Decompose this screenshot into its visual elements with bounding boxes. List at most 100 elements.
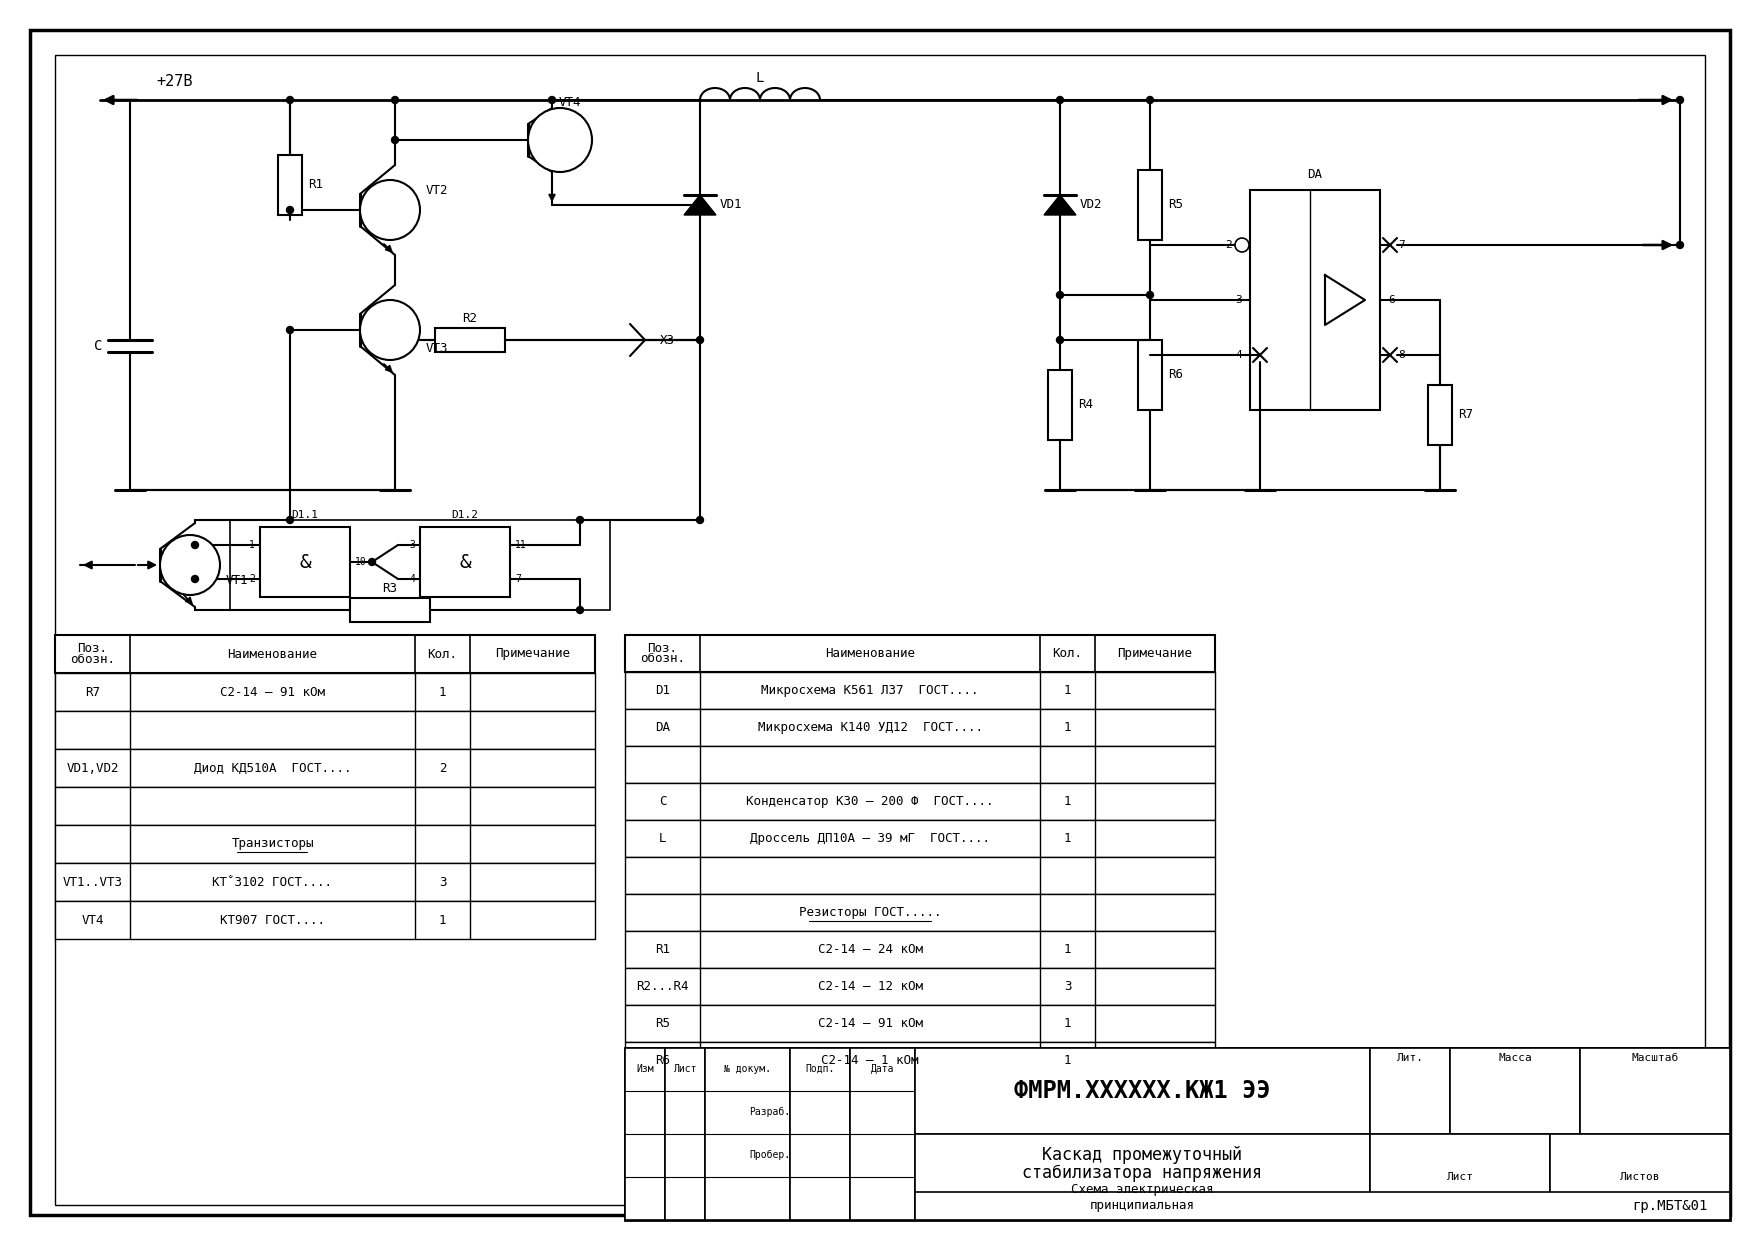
Bar — [435, 329, 505, 352]
Text: обозн.: обозн. — [70, 653, 116, 666]
Text: Дата: Дата — [870, 1064, 895, 1074]
Circle shape — [696, 336, 703, 343]
Text: Лист: Лист — [674, 1064, 696, 1074]
Bar — [624, 1048, 665, 1220]
Text: Поз.: Поз. — [77, 642, 107, 655]
Text: 1: 1 — [1063, 832, 1072, 844]
Text: обозн.: обозн. — [640, 652, 686, 666]
Text: 1: 1 — [1063, 720, 1072, 734]
Bar — [1551, 1135, 1729, 1220]
Text: Масштаб: Масштаб — [1631, 1053, 1679, 1063]
Text: C: C — [660, 795, 667, 808]
Bar — [54, 825, 595, 863]
Text: Каскад промежуточный: Каскад промежуточный — [1042, 1146, 1242, 1164]
Bar — [624, 968, 1216, 1004]
Text: 10: 10 — [354, 557, 367, 567]
Text: C2-14 – 91 кОм: C2-14 – 91 кОм — [219, 686, 324, 698]
Text: Микросхема К561 ЛЗ7  ГОСТ....: Микросхема К561 ЛЗ7 ГОСТ.... — [761, 684, 979, 697]
Text: R6: R6 — [654, 1054, 670, 1066]
Text: R7: R7 — [84, 686, 100, 698]
Text: &: & — [460, 553, 470, 572]
Bar — [1138, 170, 1161, 241]
Text: C: C — [93, 339, 102, 353]
Text: КТ̐3102 ГОСТ....: КТ̐3102 ГОСТ.... — [212, 875, 333, 889]
Text: VT4: VT4 — [81, 914, 103, 926]
Text: 7: 7 — [516, 574, 521, 584]
Circle shape — [1147, 97, 1154, 103]
Text: Лист: Лист — [1447, 1172, 1473, 1182]
Bar — [624, 1042, 1216, 1079]
Text: VT2: VT2 — [426, 184, 449, 196]
Bar — [705, 1048, 789, 1220]
Text: VD1: VD1 — [719, 198, 742, 212]
Text: DA: DA — [1307, 169, 1323, 181]
Text: VT1: VT1 — [226, 573, 249, 587]
Text: Разраб.: Разраб. — [749, 1107, 791, 1117]
Text: № докум.: № докум. — [724, 1064, 772, 1074]
Bar — [851, 1048, 916, 1220]
Polygon shape — [684, 195, 716, 215]
Bar — [54, 711, 595, 749]
Bar — [624, 820, 1216, 857]
Bar — [624, 635, 1216, 672]
Text: Конденсатор К30 – 200 Ф  ГОСТ....: Конденсатор К30 – 200 Ф ГОСТ.... — [745, 795, 995, 808]
Text: D1.2: D1.2 — [451, 510, 479, 520]
Text: R2: R2 — [463, 311, 477, 325]
Circle shape — [577, 606, 584, 614]
Text: 4: 4 — [409, 574, 416, 584]
Text: 3: 3 — [1235, 295, 1242, 305]
Text: X3: X3 — [660, 334, 675, 346]
Bar — [789, 1048, 851, 1220]
Text: Дроссель ДП10А – 39 мГ  ГОСТ....: Дроссель ДП10А – 39 мГ ГОСТ.... — [751, 832, 989, 844]
Bar — [351, 598, 430, 622]
Circle shape — [1056, 97, 1063, 103]
Bar — [277, 155, 302, 215]
Text: 1: 1 — [1063, 1017, 1072, 1030]
Text: Изм: Изм — [637, 1064, 654, 1074]
Text: Микросхема К140 УД12  ГОСТ....: Микросхема К140 УД12 ГОСТ.... — [758, 720, 982, 734]
Circle shape — [577, 517, 584, 523]
Circle shape — [360, 300, 419, 360]
Circle shape — [391, 136, 398, 144]
Text: Кол.: Кол. — [428, 647, 458, 661]
Bar — [1428, 384, 1452, 445]
Circle shape — [1677, 242, 1684, 248]
Text: R2...R4: R2...R4 — [637, 980, 689, 993]
Text: 3: 3 — [438, 875, 446, 889]
Text: 4: 4 — [1235, 350, 1242, 360]
Text: КТ907 ГОСТ....: КТ907 ГОСТ.... — [219, 914, 324, 926]
Circle shape — [286, 326, 293, 334]
Circle shape — [368, 558, 375, 565]
Circle shape — [286, 207, 293, 213]
Bar — [54, 673, 595, 711]
Text: Лит.: Лит. — [1396, 1053, 1424, 1063]
Polygon shape — [1044, 195, 1075, 215]
Text: D1.1: D1.1 — [291, 510, 319, 520]
Bar — [916, 1192, 1729, 1220]
Text: R1: R1 — [309, 179, 323, 191]
Bar — [1370, 1048, 1451, 1135]
Text: R5: R5 — [1168, 198, 1182, 212]
Text: Листов: Листов — [1619, 1172, 1661, 1182]
Bar — [54, 787, 595, 825]
Bar — [54, 863, 595, 901]
Text: Кол.: Кол. — [1052, 647, 1082, 660]
Text: VT3: VT3 — [426, 341, 449, 355]
Bar — [419, 527, 510, 596]
Text: R5: R5 — [654, 1017, 670, 1030]
Bar — [230, 520, 610, 610]
Bar — [624, 857, 1216, 894]
Text: R6: R6 — [1168, 368, 1182, 382]
Text: Подп.: Подп. — [805, 1064, 835, 1074]
Text: 7: 7 — [1398, 241, 1405, 250]
Text: Транзисторы: Транзисторы — [232, 837, 314, 851]
Bar — [624, 1048, 1729, 1220]
Text: Наименование: Наименование — [824, 647, 916, 660]
Text: 3: 3 — [409, 539, 416, 551]
Text: стабилизатора напряжения: стабилизатора напряжения — [1023, 1164, 1263, 1182]
Text: C2-14 – 91 кОм: C2-14 – 91 кОм — [817, 1017, 923, 1030]
Text: 2: 2 — [249, 574, 254, 584]
Text: 1: 1 — [438, 914, 446, 926]
Text: C2-14 – 12 кОм: C2-14 – 12 кОм — [817, 980, 923, 993]
Circle shape — [391, 97, 398, 103]
